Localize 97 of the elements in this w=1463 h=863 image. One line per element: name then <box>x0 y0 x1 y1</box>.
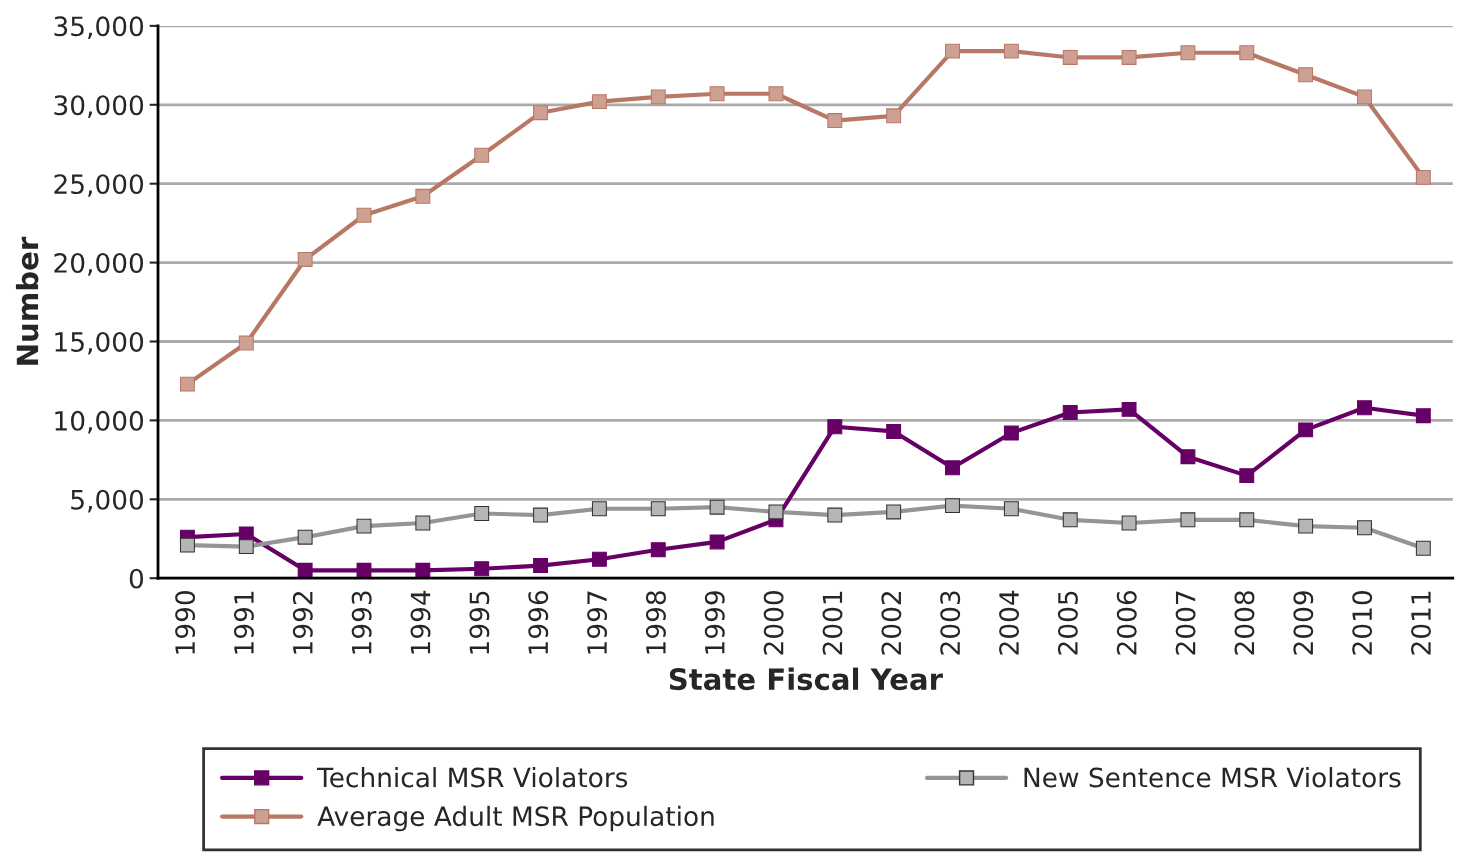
x-tick-label: 2006 <box>1116 590 1137 655</box>
legend-label: Average Adult MSR Population <box>317 805 714 832</box>
point <box>415 562 431 578</box>
point <box>1239 45 1255 61</box>
x-tick-label: 2004 <box>999 590 1020 655</box>
x-tick-label: 2000 <box>763 591 784 655</box>
point <box>356 518 372 534</box>
y-tick-label: 5,000 <box>71 489 144 513</box>
point <box>297 529 313 545</box>
y-tick-label: 10,000 <box>55 410 144 434</box>
point <box>1239 468 1255 484</box>
y-tick-label: 30,000 <box>54 95 144 118</box>
point <box>1003 501 1019 517</box>
point <box>533 558 549 574</box>
point <box>1415 540 1431 556</box>
point <box>650 542 666 558</box>
point <box>1121 401 1137 417</box>
x-tick-label: 1995 <box>469 591 490 654</box>
point <box>945 498 960 514</box>
point <box>1180 45 1196 61</box>
x-tick-label: 1993 <box>351 591 372 654</box>
x-tick-label: 1992 <box>292 591 313 654</box>
point <box>415 515 431 531</box>
point <box>474 506 490 521</box>
point <box>709 534 725 550</box>
point <box>650 501 666 517</box>
point <box>945 460 960 476</box>
legend-label: New Sentence MSR Violators <box>1024 767 1401 788</box>
x-tick-label: 1997 <box>587 591 608 654</box>
x-axis-title: State Fiscal Year <box>669 667 943 691</box>
x-tick-label: 2002 <box>881 591 902 655</box>
point <box>886 108 902 124</box>
point <box>709 86 725 102</box>
point <box>945 43 960 59</box>
point <box>179 376 195 392</box>
point <box>1062 405 1078 420</box>
x-tick-label: 1994 <box>410 590 431 654</box>
point <box>238 335 254 351</box>
x-tick-label: 2007 <box>1175 591 1196 655</box>
point <box>1062 49 1078 65</box>
x-tick-label: 1999 <box>704 591 725 654</box>
point <box>533 105 549 121</box>
x-tick-label: 1991 <box>233 591 254 654</box>
point <box>827 507 843 523</box>
point <box>1415 169 1431 185</box>
point <box>415 188 431 204</box>
point <box>827 419 843 435</box>
point <box>474 147 490 163</box>
legend-label: Technical MSR Violators <box>317 767 628 788</box>
x-tick-label: 1996 <box>528 590 549 654</box>
point <box>533 507 549 523</box>
x-tick-label: 2010 <box>1352 591 1373 655</box>
point <box>1357 400 1372 416</box>
point <box>650 89 666 105</box>
point <box>1298 518 1314 534</box>
y-tick-label: 0 <box>129 568 144 589</box>
point <box>297 251 313 267</box>
y-tick-label: 35,000 <box>54 16 144 39</box>
point <box>1121 515 1137 531</box>
y-tick-label: 20,000 <box>54 253 144 276</box>
point <box>1003 43 1019 59</box>
x-tick-label: 2001 <box>822 591 843 655</box>
point <box>297 562 313 578</box>
x-tick-label: 2005 <box>1057 591 1078 655</box>
point <box>238 539 254 555</box>
x-tick-label: 2008 <box>1234 591 1255 655</box>
point <box>1180 512 1196 528</box>
point <box>1239 512 1255 528</box>
point <box>356 207 372 223</box>
point <box>179 537 195 553</box>
y-tick-label: 25,000 <box>54 174 144 197</box>
point <box>1357 89 1372 105</box>
point <box>886 504 902 520</box>
point <box>591 501 607 517</box>
point <box>1298 67 1314 83</box>
point <box>1357 520 1372 536</box>
point <box>768 86 784 102</box>
x-tick-label: 1998 <box>645 591 666 654</box>
point <box>1180 449 1196 465</box>
y-tick-label: 15,000 <box>55 331 144 355</box>
point <box>1003 425 1019 441</box>
point <box>474 561 490 577</box>
point <box>1415 408 1431 424</box>
point <box>1062 512 1078 528</box>
x-tick-label: 2003 <box>940 591 961 655</box>
point <box>886 423 902 439</box>
point <box>1121 49 1137 65</box>
x-tick-label: 1990 <box>175 591 196 654</box>
point <box>827 113 843 129</box>
x-tick-label: 2011 <box>1411 591 1431 655</box>
point <box>1298 422 1314 438</box>
x-tick-label: 2009 <box>1293 591 1314 655</box>
point <box>709 499 725 515</box>
point <box>591 551 607 567</box>
point <box>591 94 607 110</box>
point <box>768 504 784 520</box>
y-axis-title: Number <box>15 236 39 365</box>
